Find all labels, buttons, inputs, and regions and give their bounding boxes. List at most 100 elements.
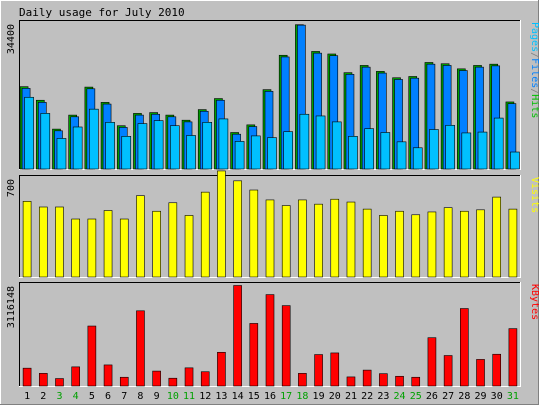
bar-kbytes-day-7: [119, 376, 129, 387]
x-tick-label-day-4: 4: [73, 391, 79, 402]
bar-kbytes-day-8: [136, 310, 145, 387]
x-tick-label-day-26: 26: [426, 391, 438, 402]
x-tick-label-day-28: 28: [458, 391, 470, 402]
x-tick-label-day-24: 24: [394, 391, 406, 402]
bar-visits-day-6: [103, 210, 113, 278]
bar-visits-day-30: [492, 196, 502, 278]
bar-visits-day-5: [87, 218, 97, 278]
legend-item-files: Files: [529, 58, 539, 88]
bar-pages-day-13: [218, 118, 229, 170]
bar-pages-day-30: [493, 117, 504, 170]
bar-kbytes-day-5: [87, 325, 97, 387]
bar-visits-day-13: [217, 170, 226, 278]
bar-visits-day-18: [298, 199, 307, 278]
x-tick-label-day-22: 22: [361, 391, 373, 402]
bar-visits-day-11: [184, 215, 194, 278]
bar-kbytes-day-14: [233, 285, 242, 387]
x-tick-label-day-3: 3: [56, 391, 62, 402]
bar-visits-day-19: [314, 203, 323, 278]
x-tick-label-day-14: 14: [232, 391, 244, 402]
bar-pages-day-2: [40, 113, 51, 170]
bar-visits-day-25: [411, 214, 421, 278]
x-tick-label-day-15: 15: [248, 391, 260, 402]
bar-kbytes-day-13: [217, 351, 226, 387]
x-tick-label-day-2: 2: [40, 391, 46, 402]
chart-title: Daily usage for July 2010: [19, 6, 185, 19]
bar-kbytes-day-10: [168, 377, 178, 387]
x-tick-label-day-25: 25: [410, 391, 422, 402]
bar-kbytes-day-22: [362, 369, 372, 387]
bar-kbytes-day-18: [298, 373, 307, 387]
x-tick-label-day-11: 11: [183, 391, 195, 402]
x-tick-label-day-13: 13: [215, 391, 227, 402]
bar-visits-day-29: [476, 209, 485, 278]
bar-kbytes-day-27: [443, 355, 453, 387]
legend-item-kbytes: KBytes: [529, 284, 539, 320]
bar-pages-day-18: [299, 113, 310, 170]
bar-pages-day-16: [267, 137, 277, 170]
panel-kbytes-legend: KBytes: [529, 284, 539, 320]
panel-visits-ymax-label: 700: [6, 179, 17, 197]
bar-visits-day-24: [395, 210, 404, 278]
bar-pages-day-15: [251, 135, 261, 170]
bar-pages-day-7: [121, 136, 132, 170]
x-tick-label-day-29: 29: [474, 391, 486, 402]
bar-visits-day-22: [362, 208, 372, 278]
bar-pages-day-31: [510, 151, 520, 170]
bar-visits-day-14: [233, 180, 242, 278]
bar-kbytes-day-28: [460, 308, 469, 387]
x-tick-label-day-1: 1: [24, 391, 30, 402]
bar-visits-day-4: [71, 218, 80, 278]
bar-kbytes-day-26: [427, 337, 437, 387]
x-tick-label-day-7: 7: [121, 391, 127, 402]
bar-pages-day-6: [105, 122, 115, 170]
bar-visits-day-10: [168, 202, 178, 278]
x-tick-label-day-9: 9: [154, 391, 160, 402]
bar-kbytes-day-2: [38, 373, 48, 387]
x-tick-label-day-12: 12: [199, 391, 211, 402]
bar-pages-day-5: [89, 108, 99, 170]
x-tick-label-day-17: 17: [280, 391, 292, 402]
bar-kbytes-day-9: [152, 370, 161, 387]
bar-pages-day-29: [477, 131, 488, 170]
x-tick-label-day-5: 5: [89, 391, 95, 402]
bar-pages-day-25: [412, 147, 423, 170]
bar-pages-day-26: [429, 129, 439, 170]
bar-visits-day-12: [200, 191, 210, 278]
bar-kbytes-day-24: [395, 375, 404, 387]
bar-pages-day-1: [24, 96, 34, 170]
bar-visits-day-9: [152, 210, 161, 278]
bar-kbytes-day-30: [492, 353, 502, 387]
x-tick-label-day-10: 10: [167, 391, 179, 402]
bar-kbytes-day-3: [55, 378, 64, 387]
panel-visits-legend: Visits: [529, 177, 539, 213]
bar-kbytes-day-15: [249, 323, 259, 387]
bar-pages-day-3: [56, 138, 67, 170]
bar-visits-day-15: [249, 189, 259, 278]
bar-pages-day-8: [137, 123, 148, 170]
panel-kbytes-ymax-label: 3116148: [6, 286, 17, 328]
legend-item-visits: Visits: [529, 177, 539, 213]
bar-kbytes-day-1: [22, 367, 32, 387]
bar-pages-day-22: [364, 128, 374, 170]
x-tick-label-day-23: 23: [377, 391, 389, 402]
bar-kbytes-day-29: [476, 359, 485, 387]
bar-visits-day-8: [136, 195, 145, 278]
bar-visits-day-2: [38, 206, 48, 278]
x-tick-label-day-18: 18: [296, 391, 308, 402]
bar-pages-day-11: [186, 135, 196, 170]
bar-pages-day-20: [331, 121, 342, 170]
bar-kbytes-day-20: [330, 352, 340, 387]
x-tick-label-day-16: 16: [264, 391, 276, 402]
bar-visits-day-26: [427, 211, 437, 278]
bar-visits-day-16: [265, 199, 275, 278]
x-tick-label-day-19: 19: [313, 391, 325, 402]
bar-visits-day-31: [508, 208, 518, 278]
bar-kbytes-day-17: [281, 305, 291, 387]
bar-pages-day-4: [72, 126, 83, 170]
bar-pages-day-21: [348, 136, 358, 170]
bar-kbytes-day-16: [265, 294, 275, 387]
bar-kbytes-day-11: [184, 367, 194, 387]
